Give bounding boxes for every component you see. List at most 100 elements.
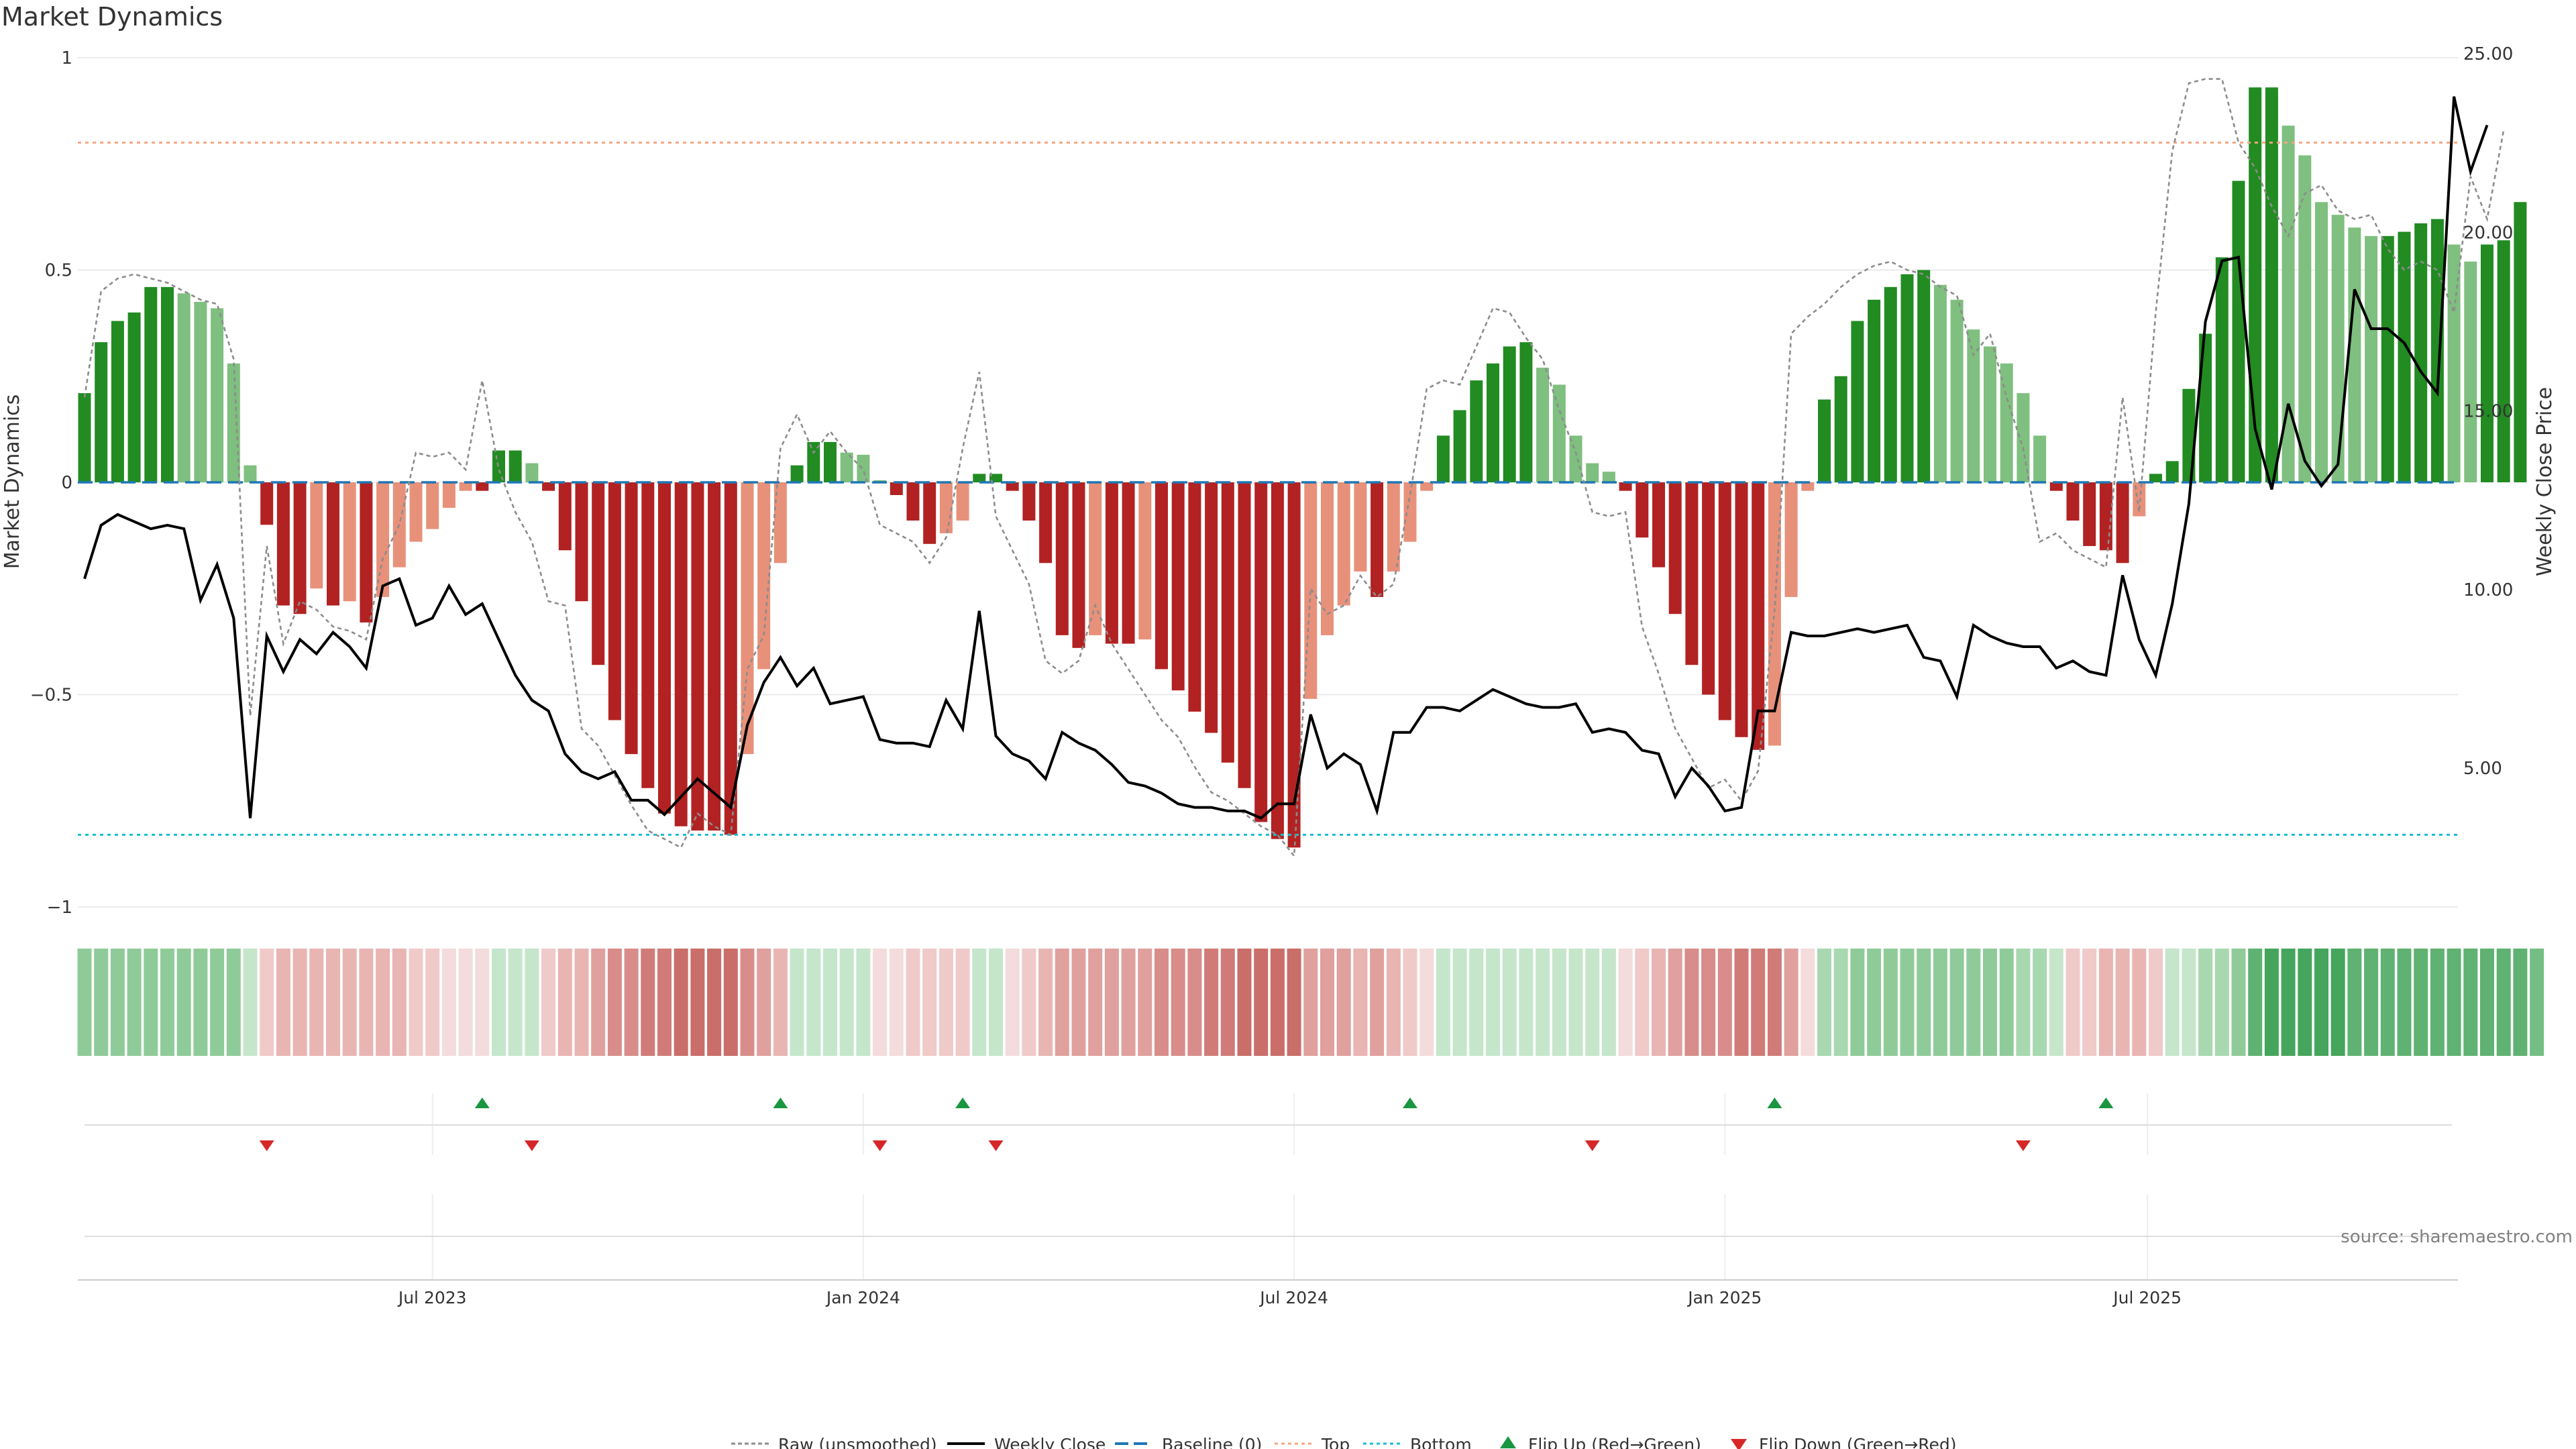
heat-cell (790, 949, 804, 1056)
histogram-bar (790, 465, 804, 482)
histogram-bar (2049, 482, 2063, 491)
histogram-bar (1735, 482, 1748, 737)
heat-cell (690, 949, 705, 1056)
flip-up-marker (2098, 1097, 2114, 1108)
histogram-bar (1801, 482, 1815, 491)
heat-cell (823, 949, 837, 1056)
y2-tick-label: 5.00 (2463, 759, 2502, 779)
heat-cell (1767, 949, 1782, 1056)
flip-down-marker (2015, 1140, 2031, 1151)
heat-cell (1867, 949, 1882, 1056)
heat-cell (2231, 949, 2246, 1056)
heat-cell (2115, 949, 2130, 1056)
heat-cell (1187, 949, 1202, 1056)
heat-cell (2496, 949, 2511, 1056)
heat-cell (342, 949, 357, 1056)
heat-cell (1171, 949, 1185, 1056)
histogram-bar (1917, 270, 1931, 482)
histogram-bar (658, 482, 671, 814)
heat-cell (2480, 949, 2494, 1056)
histogram-bar (127, 312, 141, 482)
legend-label: Baseline (0) (1162, 1435, 1262, 1449)
histogram-bar (840, 452, 853, 482)
histogram-bar (2083, 482, 2096, 546)
flip-down-marker (259, 1140, 274, 1151)
histogram-bar (2066, 482, 2080, 521)
y-tick-label: −0.5 (30, 686, 72, 706)
flip-up-marker (773, 1097, 788, 1108)
histogram-bar (2398, 231, 2411, 482)
heat-cell (1436, 949, 1450, 1056)
histogram-bar (1089, 482, 1102, 635)
heat-cell (2430, 949, 2445, 1056)
histogram-bar (1022, 482, 1036, 521)
histogram-bar (1387, 482, 1400, 572)
histogram-bar (724, 482, 737, 835)
histogram-bar (1536, 368, 1550, 482)
histogram-bar (906, 482, 920, 521)
histogram-bar (1602, 472, 1615, 482)
heat-cell (1519, 949, 1534, 1056)
histogram-bar (1768, 482, 1781, 746)
heat-cell (806, 949, 821, 1056)
heat-cell (591, 949, 606, 1056)
heat-cell (2264, 949, 2279, 1056)
histogram-bar (1205, 482, 1218, 733)
heat-cell (1966, 949, 1981, 1056)
histogram-bar (2265, 87, 2278, 482)
y2-tick-label: 10.00 (2463, 580, 2513, 600)
heat-cell (624, 949, 639, 1056)
y-tick-label: 0 (61, 473, 72, 493)
histogram-bar (360, 482, 373, 623)
heat-cell (193, 949, 208, 1056)
heat-cell (1370, 949, 1385, 1056)
x-tick-label: Jan 2025 (1686, 1288, 1762, 1307)
heat-cell (773, 949, 788, 1056)
histogram-bar (1933, 284, 1947, 482)
histogram-bar (1039, 482, 1053, 564)
histogram-bar (1818, 399, 1831, 482)
histogram-bar (2149, 474, 2162, 482)
histogram-bar (1851, 321, 1864, 482)
heat-cell (1635, 949, 1650, 1056)
histogram-bar (1155, 482, 1168, 669)
histogram-bar (890, 482, 903, 495)
histogram-bar (1420, 482, 1434, 491)
x-tick-label: Jul 2023 (397, 1288, 467, 1307)
flip-down-marker (988, 1140, 1004, 1151)
heat-cell (1220, 949, 1235, 1056)
histogram-bar (1072, 482, 1085, 648)
line-series (78, 78, 2505, 859)
flip-markers-panel (85, 1097, 2452, 1237)
y2-tick-label: 25.00 (2463, 44, 2513, 64)
histogram-bars (78, 87, 2527, 848)
heat-cell (326, 949, 340, 1056)
histogram-bar (2365, 235, 2378, 482)
histogram-bar (2514, 202, 2527, 482)
histogram-bar (508, 450, 522, 482)
heat-cell (674, 949, 688, 1056)
legend-swatch (1731, 1439, 1747, 1449)
histogram-bar (1403, 482, 1417, 542)
flip-down-marker (524, 1140, 539, 1151)
histogram-bar (227, 363, 240, 482)
histogram-bar (111, 321, 124, 482)
histogram-bar (1984, 346, 1996, 482)
heat-cell (1452, 949, 1467, 1056)
heat-cell (2347, 949, 2362, 1056)
histogram-bar (1718, 482, 1731, 720)
heat-cell (2530, 949, 2544, 1056)
histogram-bar (78, 393, 91, 482)
histogram-bar (1702, 482, 1715, 695)
legend-item-baseline: Baseline (0) (1115, 1435, 1262, 1449)
heat-cell (1668, 949, 1682, 1056)
x-tick-label: Jul 2025 (2112, 1288, 2182, 1307)
heat-cell (2463, 949, 2478, 1056)
histogram-bar (1868, 299, 1881, 482)
histogram-bar (1238, 482, 1251, 788)
histogram-bar (2033, 435, 2047, 482)
heat-cell (425, 949, 440, 1056)
histogram-bar (2381, 235, 2394, 482)
histogram-bar (939, 482, 953, 533)
histogram-bar (989, 474, 1002, 482)
